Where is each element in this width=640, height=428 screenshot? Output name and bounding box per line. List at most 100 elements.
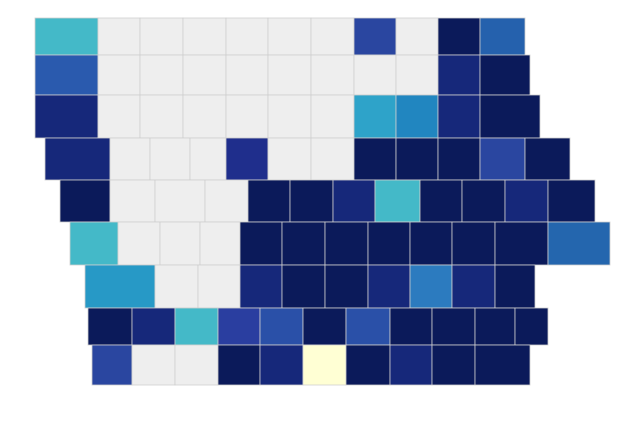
county	[117, 221, 161, 266]
county	[353, 17, 397, 56]
county	[281, 221, 326, 266]
county	[91, 344, 133, 386]
county	[259, 307, 304, 346]
county	[479, 137, 526, 181]
county	[59, 179, 111, 223]
county	[97, 94, 141, 139]
county	[34, 94, 99, 139]
county	[217, 307, 261, 346]
county	[524, 137, 571, 181]
county	[97, 54, 141, 96]
county	[84, 264, 156, 309]
county	[395, 54, 439, 96]
county	[182, 17, 227, 56]
county	[225, 94, 269, 139]
county	[479, 17, 526, 56]
county	[109, 179, 156, 223]
county	[409, 264, 453, 309]
county	[154, 179, 206, 223]
county	[332, 179, 376, 223]
county	[159, 221, 201, 266]
county	[267, 137, 312, 181]
county	[149, 137, 191, 181]
county	[437, 17, 481, 56]
county	[267, 94, 312, 139]
county	[154, 264, 199, 309]
county	[479, 54, 531, 96]
county	[374, 179, 421, 223]
county	[504, 179, 549, 223]
county	[494, 264, 536, 309]
county	[547, 179, 596, 223]
county	[302, 307, 347, 346]
county	[109, 137, 151, 181]
county	[353, 137, 397, 181]
county	[345, 307, 391, 346]
county	[310, 137, 355, 181]
county	[247, 179, 291, 223]
county	[131, 344, 176, 386]
county	[182, 54, 227, 96]
county	[139, 17, 184, 56]
county	[182, 94, 227, 139]
county	[451, 221, 496, 266]
county	[87, 307, 133, 346]
county	[174, 307, 219, 346]
county	[139, 54, 184, 96]
county	[174, 344, 219, 386]
county	[217, 344, 261, 386]
county	[395, 17, 439, 56]
county	[225, 54, 269, 96]
county	[204, 179, 249, 223]
county	[494, 221, 549, 266]
county	[431, 344, 476, 386]
county	[437, 137, 481, 181]
county	[310, 54, 355, 96]
county	[437, 94, 481, 139]
county	[189, 137, 227, 181]
county	[310, 94, 355, 139]
county	[395, 137, 439, 181]
county	[419, 179, 463, 223]
county	[479, 94, 541, 139]
county	[34, 17, 99, 56]
county	[395, 94, 439, 139]
county	[97, 17, 141, 56]
county	[389, 307, 433, 346]
county	[267, 17, 312, 56]
county	[239, 221, 283, 266]
county	[34, 54, 99, 96]
county	[267, 54, 312, 96]
county	[324, 264, 369, 309]
county	[199, 221, 241, 266]
county	[431, 307, 476, 346]
county	[131, 307, 176, 346]
county	[239, 264, 283, 309]
county	[310, 17, 355, 56]
county	[409, 221, 453, 266]
county	[69, 221, 119, 266]
county	[281, 264, 326, 309]
county	[197, 264, 241, 309]
county	[367, 221, 411, 266]
county	[353, 54, 397, 96]
county	[353, 94, 397, 139]
county	[437, 54, 481, 96]
county	[345, 344, 391, 386]
county	[514, 307, 549, 346]
county	[225, 17, 269, 56]
county	[474, 344, 531, 386]
county	[302, 344, 347, 386]
county	[367, 264, 411, 309]
county	[289, 179, 334, 223]
county	[389, 344, 433, 386]
county	[461, 179, 506, 223]
county	[44, 137, 111, 181]
county	[139, 94, 184, 139]
county	[451, 264, 496, 309]
county	[324, 221, 369, 266]
county	[225, 137, 269, 181]
county	[259, 344, 304, 386]
county	[474, 307, 516, 346]
